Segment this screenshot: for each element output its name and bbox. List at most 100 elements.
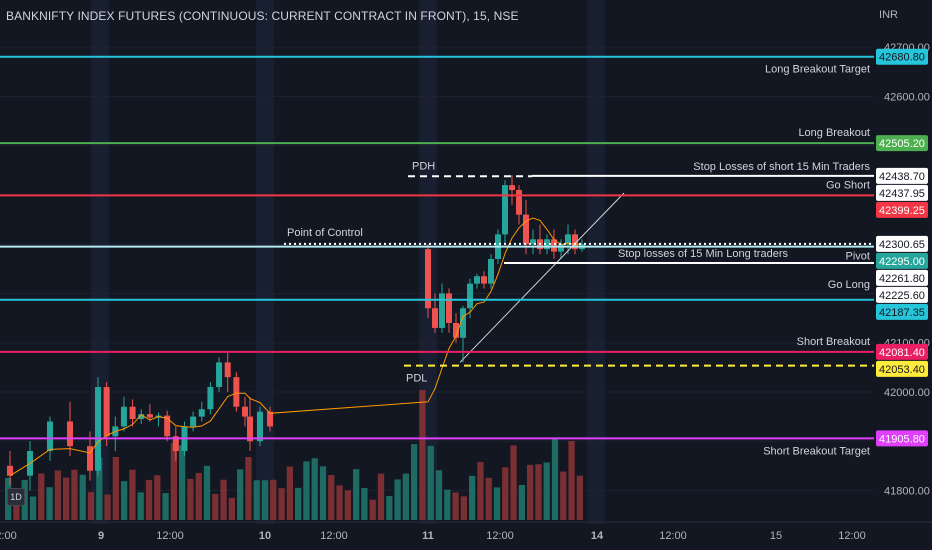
candle-body <box>146 414 153 418</box>
volume-bar <box>145 479 153 520</box>
candle-body <box>425 249 431 309</box>
volume-bar <box>121 481 128 520</box>
symbol-title[interactable]: BANKNIFTY INDEX FUTURES (CONTINUOUS: CUR… <box>6 9 519 23</box>
volume-bar <box>112 456 119 520</box>
moving-average-line <box>9 217 583 477</box>
level-label-point-of-control: Point of Control <box>287 227 363 239</box>
candle-body <box>7 465 13 476</box>
candle-body <box>572 234 578 250</box>
volume-bar <box>46 487 53 520</box>
candle-body <box>164 415 171 437</box>
time-tick-label: 2:00 <box>0 530 17 542</box>
price-label-box <box>876 269 928 286</box>
time-tick-label: 12:00 <box>320 530 348 542</box>
candle-body <box>432 308 438 328</box>
volume-bar <box>543 462 550 520</box>
candle-body <box>120 406 127 427</box>
price-label-box <box>876 343 928 360</box>
time-tick-label: 12:00 <box>156 530 184 542</box>
volume-bar <box>278 488 285 520</box>
trendline[interactable] <box>459 192 625 363</box>
candle-body <box>172 436 179 452</box>
price-label-text: 42081.40 <box>879 347 925 359</box>
price-label-text: 42187.35 <box>879 307 925 319</box>
currency-label: INR <box>879 9 898 21</box>
level-label-short-breakout: Short Breakout <box>797 336 870 348</box>
price-label-box <box>876 48 928 65</box>
candle-body <box>47 421 53 452</box>
volume-bar <box>220 479 227 520</box>
volume-bar <box>435 470 443 520</box>
candle-body <box>467 283 473 309</box>
volume-bar <box>353 469 360 520</box>
time-tick-label: 12:00 <box>838 530 866 542</box>
candle-body <box>439 293 445 328</box>
volume-bar <box>170 442 177 520</box>
price-label-text: 42438.70 <box>879 171 925 183</box>
price-tick-label: 42600.00 <box>884 91 930 103</box>
interval-badge[interactable]: 1D <box>7 488 25 506</box>
volume-bar <box>535 464 542 520</box>
candle-body <box>551 239 557 252</box>
candle-body <box>488 258 494 284</box>
volume-bar <box>179 445 186 520</box>
volume-bar <box>394 479 401 520</box>
price-label-text: 42437.95 <box>879 188 925 200</box>
price-label-text: 42680.80 <box>879 52 925 64</box>
price-label-box <box>876 360 928 377</box>
price-label-text: 42399.25 <box>879 205 925 217</box>
candle-body <box>558 244 564 252</box>
volume-bar <box>576 475 583 520</box>
candle-body <box>103 387 110 437</box>
candle-body <box>247 416 253 442</box>
volume-bar <box>71 469 78 520</box>
volume-bar <box>261 480 269 520</box>
volume-bar <box>319 466 327 520</box>
volume-bar <box>411 444 418 520</box>
level-label-pdh: PDH <box>412 160 435 172</box>
volume-bar <box>104 494 111 520</box>
volume-bar <box>13 494 20 520</box>
candle-body <box>267 411 273 427</box>
volume-bar <box>29 496 37 520</box>
candle-body <box>207 387 214 410</box>
candle-body <box>453 323 459 338</box>
level-label-long-breakout: Long Breakout <box>798 127 870 139</box>
candle-body <box>481 276 487 284</box>
candle-body <box>530 239 536 245</box>
volume-bar <box>502 467 509 520</box>
volume-bar <box>386 495 393 520</box>
volume-bar <box>79 474 86 520</box>
time-tick-label: 14 <box>591 530 604 542</box>
level-label-go-short: Go Short <box>826 179 870 191</box>
time-tick-label: 12:00 <box>659 530 687 542</box>
price-label-box <box>876 235 928 252</box>
volume-bar <box>137 492 144 520</box>
volume-bar <box>568 440 575 520</box>
time-tick-label: 10 <box>259 530 271 542</box>
candle-body <box>509 185 515 191</box>
volume-bar <box>344 490 351 520</box>
volume-bar <box>427 445 434 520</box>
volume-bar <box>286 466 293 520</box>
level-label-pdl: PDL <box>406 373 427 385</box>
volume-bar <box>477 462 484 520</box>
candle-body <box>446 293 452 324</box>
time-tick-label: 9 <box>98 530 104 542</box>
level-label-long-breakout-target: Long Breakout Target <box>765 64 870 76</box>
volume-bar <box>377 473 385 520</box>
volume-bar <box>203 465 211 520</box>
candle-body <box>257 411 263 442</box>
volume-bar <box>195 472 202 520</box>
volume-bar <box>419 390 426 520</box>
volume-bar <box>54 470 61 520</box>
candle-body <box>129 406 136 420</box>
volume-bar <box>187 478 194 520</box>
volume-bar <box>560 471 567 520</box>
price-label-text: 41905.80 <box>879 433 925 445</box>
level-label-pivot: Pivot <box>846 251 870 263</box>
volume-bar <box>63 477 70 520</box>
